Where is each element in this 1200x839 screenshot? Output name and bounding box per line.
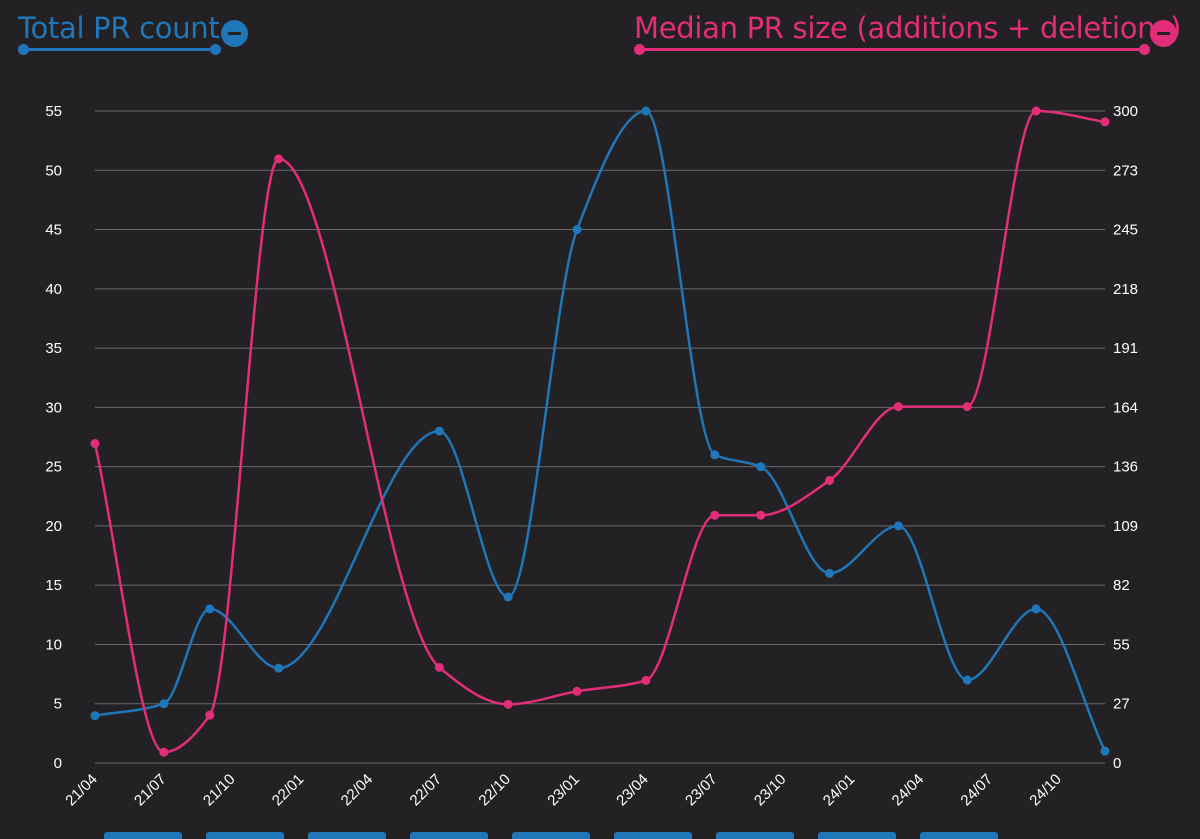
y-left-tick-label: 40: [45, 281, 62, 298]
y-left-tick-label: 55: [45, 103, 62, 120]
legend-dot-end: [210, 44, 221, 55]
data-point-total-pr-count: [641, 106, 651, 116]
data-point-total-pr-count: [825, 568, 835, 578]
scroll-thumb[interactable]: [512, 832, 590, 839]
y-right-tick-label: 136: [1113, 459, 1138, 476]
data-point-median-pr-size: [1031, 106, 1041, 116]
y-left-tick-label: 0: [54, 755, 62, 772]
y-right-tick-label: 245: [1113, 222, 1138, 239]
y-right-tick-label: 55: [1113, 636, 1130, 653]
y-right-tick-label: 109: [1113, 518, 1138, 535]
y-left-tick-label: 25: [45, 459, 62, 476]
minus-circle-icon[interactable]: [1150, 20, 1177, 47]
y-left-tick-label: 50: [45, 162, 62, 179]
x-tick-label: 24/04: [889, 771, 928, 810]
scroll-thumb[interactable]: [104, 832, 182, 839]
series-line-total-pr-count: [94, 109, 1107, 752]
y-right-tick-label: 82: [1113, 577, 1130, 594]
data-point-median-pr-size: [1100, 117, 1110, 127]
y-right-tick-label: 191: [1113, 340, 1138, 357]
legend-dot-start: [18, 44, 29, 55]
legend-label-median-pr-size: Median PR size (additions + deletions): [634, 11, 1182, 45]
legend-total-pr-count: Total PR count: [18, 8, 250, 58]
data-point-median-pr-size: [90, 439, 100, 449]
scroll-thumb[interactable]: [410, 832, 488, 839]
data-point-total-pr-count: [710, 450, 720, 460]
data-point-median-pr-size: [710, 510, 720, 520]
legend-dot-end: [1139, 44, 1150, 55]
scroll-thumb[interactable]: [614, 832, 692, 839]
data-point-total-pr-count: [962, 675, 972, 685]
y-right-tick-label: 273: [1113, 162, 1138, 179]
scroll-thumb[interactable]: [308, 832, 386, 839]
series-line-median-pr-size: [93, 109, 1106, 754]
data-point-total-pr-count: [205, 604, 215, 614]
x-tick-label: 24/10: [1026, 771, 1065, 810]
data-point-total-pr-count: [159, 699, 169, 709]
y-left-tick-label: 45: [45, 222, 62, 239]
x-tick-label: 21/04: [62, 771, 101, 810]
data-point-median-pr-size: [205, 710, 215, 720]
data-point-median-pr-size: [503, 699, 513, 709]
legend-line-median-pr-size: [637, 48, 1145, 51]
x-tick-label: 22/10: [475, 771, 514, 810]
data-point-total-pr-count: [90, 711, 100, 721]
x-tick-label: 21/07: [131, 771, 170, 810]
scroll-thumb[interactable]: [716, 832, 794, 839]
y-right-tick-label: 164: [1113, 399, 1138, 416]
data-point-median-pr-size: [434, 662, 444, 672]
data-point-median-pr-size: [962, 402, 972, 412]
data-point-total-pr-count: [756, 462, 766, 472]
y-left-tick-label: 15: [45, 577, 62, 594]
y-left-tick-label: 5: [54, 696, 62, 713]
data-point-median-pr-size: [641, 675, 651, 685]
x-tick-label: 22/07: [407, 771, 446, 810]
data-point-total-pr-count: [572, 225, 582, 235]
scroll-thumb[interactable]: [206, 832, 284, 839]
y-left-tick-label: 10: [45, 636, 62, 653]
data-point-median-pr-size: [825, 475, 835, 485]
x-tick-label: 22/04: [338, 771, 377, 810]
data-point-total-pr-count: [503, 592, 513, 602]
scroll-thumb[interactable]: [920, 832, 998, 839]
data-point-median-pr-size: [274, 154, 284, 164]
data-point-median-pr-size: [572, 686, 582, 696]
legend-median-pr-size: Median PR size (additions + deletions): [634, 8, 1182, 58]
y-left-tick-label: 35: [45, 340, 62, 357]
y-right-tick-label: 0: [1113, 755, 1121, 772]
x-tick-label: 21/10: [200, 771, 239, 810]
data-point-total-pr-count: [893, 521, 903, 531]
minus-circle-icon[interactable]: [221, 20, 248, 47]
x-tick-label: 23/10: [751, 771, 790, 810]
x-tick-label: 22/01: [269, 771, 308, 810]
x-tick-label: 24/07: [957, 771, 996, 810]
legend-dot-start: [634, 44, 645, 55]
x-tick-label: 23/07: [682, 771, 721, 810]
y-right-tick-label: 300: [1113, 103, 1138, 120]
data-point-total-pr-count: [434, 426, 444, 436]
data-point-total-pr-count: [1031, 604, 1041, 614]
data-point-median-pr-size: [159, 747, 169, 757]
y-right-tick-label: 218: [1113, 281, 1138, 298]
scroll-thumb[interactable]: [818, 832, 896, 839]
data-point-total-pr-count: [1100, 746, 1110, 756]
data-point-median-pr-size: [893, 402, 903, 412]
x-tick-label: 24/01: [820, 771, 859, 810]
x-tick-label: 23/01: [544, 771, 583, 810]
legend-label-total-pr-count: Total PR count: [18, 11, 220, 45]
legend-line-total-pr-count: [21, 48, 216, 51]
y-left-tick-label: 20: [45, 518, 62, 535]
x-tick-label: 23/04: [613, 771, 652, 810]
y-left-tick-label: 30: [45, 399, 62, 416]
y-right-tick-label: 27: [1113, 696, 1130, 713]
data-point-median-pr-size: [756, 510, 766, 520]
data-point-total-pr-count: [274, 663, 284, 673]
